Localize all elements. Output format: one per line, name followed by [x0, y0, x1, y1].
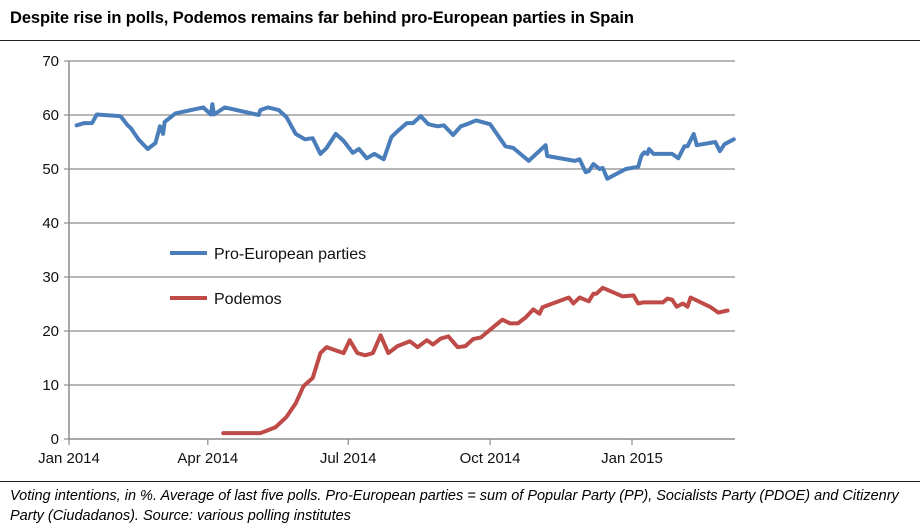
y-tick-label: 0 [51, 431, 59, 448]
chart-title: Despite rise in polls, Podemos remains f… [10, 9, 634, 27]
bottom-rule [0, 481, 920, 482]
legend-label: Podemos [214, 291, 282, 308]
y-tick-label: 60 [42, 107, 59, 124]
y-tick-label: 50 [42, 161, 59, 178]
x-tick-label: Jan 2015 [601, 450, 663, 467]
y-tick-label: 10 [42, 377, 59, 394]
x-tick-label: Apr 2014 [177, 450, 238, 467]
x-tick-label: Jul 2014 [320, 450, 377, 467]
series-line-podemos [221, 285, 730, 436]
y-tick-label: 20 [42, 323, 59, 340]
series-line-pro-european [74, 102, 736, 181]
line-chart: 0 10 20 30 40 50 60 70 Jan 2014 Apr 2014 Jul 2014 O… [38, 53, 736, 467]
y-tick-label: 40 [42, 215, 59, 232]
y-tick-label: 70 [42, 53, 59, 70]
x-tick-label: Oct 2014 [460, 450, 521, 467]
legend-label: Pro-European parties [214, 246, 366, 263]
top-rule [0, 40, 920, 41]
x-tick-label: Jan 2014 [38, 450, 100, 467]
footnote: Voting intentions, in %. Average of last… [10, 488, 899, 524]
y-tick-label: 30 [42, 269, 59, 286]
